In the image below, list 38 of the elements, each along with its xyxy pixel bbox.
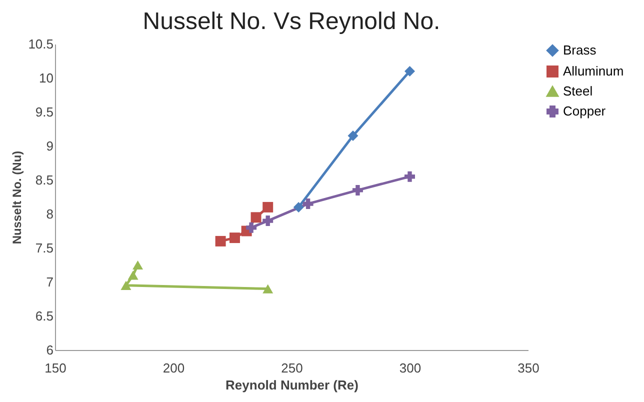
point: [246, 222, 257, 233]
x-axis-title: Reynold Number (Re): [226, 378, 358, 392]
x-tick-label: 200: [162, 360, 185, 376]
chart-title: Nusselt No. Vs Reynold No.: [142, 8, 440, 35]
y-tick-label: 8: [46, 206, 54, 222]
y-tick-label: 10.5: [28, 36, 54, 52]
y-axis-title: Nusselt No. (Nu): [10, 150, 24, 244]
point: [128, 270, 138, 280]
point: [215, 236, 226, 246]
point: [262, 216, 274, 226]
x-tick-label: 250: [281, 360, 303, 376]
y-tick-label: 7.5: [35, 240, 54, 256]
x-tick-label: 150: [44, 360, 66, 376]
point: [404, 66, 415, 76]
point: [262, 284, 274, 294]
point: [404, 171, 415, 182]
point: [229, 232, 240, 244]
point: [293, 202, 304, 212]
y-tick-label: 7: [46, 274, 54, 290]
point: [132, 260, 144, 270]
legend-label: Alluminum: [563, 64, 624, 78]
x-tick-label: 300: [399, 360, 422, 376]
x-tick-label: 350: [518, 360, 540, 376]
y-tick-label: 6.5: [35, 308, 54, 324]
y-tick-label: 8.5: [35, 172, 54, 188]
y-tick-label: 9: [46, 138, 54, 154]
point: [120, 280, 132, 290]
legend-label: Brass: [563, 42, 597, 58]
legend-label: Copper: [563, 104, 606, 118]
point: [250, 212, 262, 223]
point: [348, 130, 358, 142]
point: [302, 198, 314, 210]
point: [262, 202, 274, 212]
y-tick-label: 6: [46, 342, 54, 358]
y-tick-label: 10: [39, 70, 54, 86]
y-tick-label: 9.5: [35, 104, 54, 120]
point: [352, 184, 363, 196]
legend-label: Steel: [563, 84, 593, 98]
